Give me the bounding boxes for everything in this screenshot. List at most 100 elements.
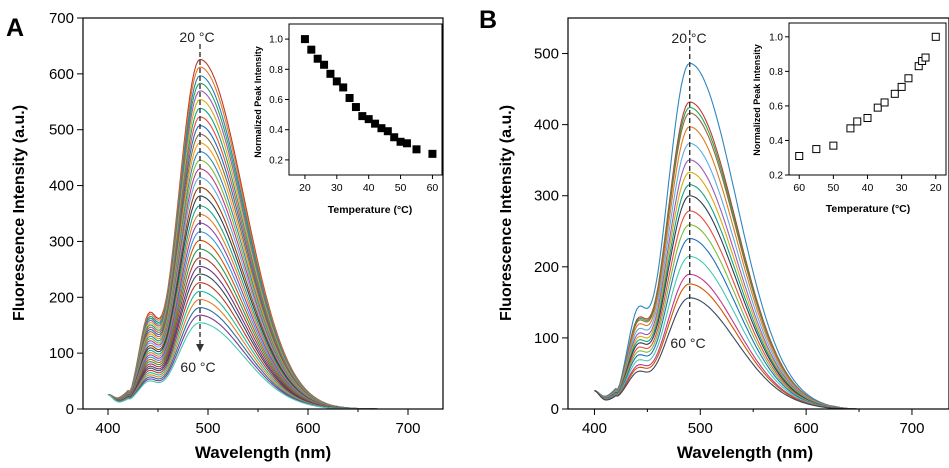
inset-x-tick-label-2: 30 <box>331 182 343 194</box>
inset-marker-11 <box>904 74 913 83</box>
inset-x-tick-label-1: 20 <box>299 182 311 194</box>
inset-marker-7 <box>873 103 882 112</box>
y-tick-label-2: 100 <box>49 345 74 362</box>
x-tick-label-1: 400 <box>95 420 120 437</box>
spectrum-curve-13 <box>107 159 388 410</box>
panel-a-inset-y-title: Normalized Peak Intensity <box>253 46 263 158</box>
y-tick-label-6: 500 <box>49 122 74 139</box>
panel-b-annotation-top: 20 °C <box>671 30 706 46</box>
panel-a-plot-frame <box>82 17 444 410</box>
inset-marker-3 <box>829 141 838 150</box>
inset-y-tick-label-2: 0.4 <box>269 125 283 136</box>
inset-x-tick-label-3: 40 <box>862 182 874 194</box>
inset-marker-11 <box>364 115 373 124</box>
y-tick-label-4: 300 <box>49 233 74 250</box>
inset-x-tick-label-1: 60 <box>793 182 805 194</box>
inset-x-tick-label-5: 60 <box>427 182 439 194</box>
x-tick-label-1: 400 <box>582 420 607 437</box>
y-tick-label-7: 600 <box>49 66 74 83</box>
inset-x-tick-label-4: 50 <box>395 182 407 194</box>
y-tick-label-5: 400 <box>534 117 559 134</box>
panel-a-y-axis-title: Fluorescence Intensity (a.u.) <box>11 105 28 321</box>
inset-x-tick-label-5: 20 <box>930 182 942 194</box>
inset-marker-8 <box>880 98 889 107</box>
inset-marker-14 <box>921 53 930 62</box>
inset-x-tick-label-2: 50 <box>828 182 840 194</box>
panel-b-y-ticks: 0 100 200 300 400 500 <box>534 46 568 418</box>
panel-b-inset-y-title: Normalized Peak Intensity <box>752 44 762 156</box>
inset-marker-1 <box>795 152 804 160</box>
x-tick-label-4: 700 <box>899 420 924 437</box>
panel-a-x-axis-title: Wavelength (nm) <box>195 443 331 462</box>
y-tick-label-6: 500 <box>534 46 559 63</box>
inset-marker-6 <box>332 77 341 86</box>
inset-marker-18 <box>412 145 421 154</box>
panel-b-annotation-bottom: 60 °C <box>670 335 705 351</box>
panel-a-x-ticks: 400 500 600 700 <box>95 409 421 437</box>
panel-a-label: A <box>6 14 24 42</box>
panel-a-inset-y-ticks: 0.2 0.4 0.6 0.8 1.0 <box>269 35 289 166</box>
inset-y-tick-label-2: 0.4 <box>769 136 783 147</box>
panel-b-inset-x-title: Temperature (°C) <box>826 203 911 215</box>
y-tick-label-5: 400 <box>49 178 74 195</box>
inset-x-tick-label-4: 30 <box>896 182 908 194</box>
inset-marker-14 <box>383 127 392 136</box>
panel-b-x-ticks: 400 500 600 700 <box>582 409 924 437</box>
inset-marker-19 <box>428 149 437 158</box>
x-tick-label-3: 600 <box>295 420 320 437</box>
inset-y-tick-label-5: 1.0 <box>769 32 783 43</box>
inset-marker-2 <box>812 145 821 154</box>
panel-a-inset: 20 30 40 50 60 0.2 0.4 0.6 0.8 1.0 Temperature (… <box>253 23 443 216</box>
inset-marker-15 <box>931 32 940 41</box>
inset-marker-8 <box>345 93 354 102</box>
panel-b: B 20 °C 60 °C 400 500 600 700 0100200300400… <box>479 6 949 462</box>
panel-b-plot-frame <box>567 17 949 410</box>
inset-x-tick-label-3: 40 <box>363 182 375 194</box>
panel-a: A 20 °C 60 °C 400 500 600 700 0100200300400… <box>6 10 444 462</box>
inset-marker-12 <box>371 119 380 128</box>
inset-marker-6 <box>863 114 872 122</box>
y-tick-label-3: 200 <box>49 289 74 306</box>
inset-marker-3 <box>313 54 322 63</box>
panel-b-x-axis-title: Wavelength (nm) <box>677 443 813 462</box>
inset-marker-9 <box>890 89 899 98</box>
x-tick-label-3: 600 <box>794 420 819 437</box>
spectrum-curve-11 <box>594 210 859 410</box>
panel-b-label: B <box>479 6 497 34</box>
panel-a-inset-x-title: Temperature (°C) <box>328 204 413 216</box>
inset-marker-9 <box>351 103 360 112</box>
panel-a-arrow-head <box>196 344 204 352</box>
y-tick-label-8: 700 <box>49 10 74 27</box>
inset-y-tick-label-1: 0.2 <box>769 171 783 182</box>
panel-a-annotation-top: 20 °C <box>179 29 214 45</box>
panel-a-inset-x-ticks: 20 30 40 50 60 <box>299 175 438 194</box>
inset-y-tick-label-4: 0.8 <box>269 65 283 76</box>
inset-marker-5 <box>853 117 862 126</box>
inset-y-tick-label-1: 0.2 <box>269 155 283 166</box>
y-tick-label-4: 300 <box>534 188 559 205</box>
x-tick-label-4: 700 <box>395 420 420 437</box>
y-tick-label-3: 200 <box>534 259 559 276</box>
y-tick-label-2: 100 <box>534 330 559 347</box>
inset-marker-4 <box>846 124 855 133</box>
panel-b-y-axis-title: Fluorescence Intensity (a.u.) <box>498 105 515 321</box>
panel-a-inset-markers <box>300 35 437 158</box>
panel-b-inset-y-ticks: 0.2 0.4 0.6 0.8 1.0 <box>769 32 789 182</box>
x-tick-label-2: 500 <box>195 420 220 437</box>
inset-marker-4 <box>320 60 329 69</box>
inset-marker-1 <box>300 35 309 44</box>
panel-a-curves <box>107 58 388 410</box>
panel-a-y-ticks: 0 100 200 300 400 500 600 700 <box>49 10 83 418</box>
panel-a-annotation-bottom: 60 °C <box>180 359 215 375</box>
inset-marker-10 <box>897 82 906 91</box>
inset-y-tick-label-3: 0.6 <box>269 95 283 106</box>
panel-b-inset: 60 50 40 30 20 0.2 0.4 0.6 0.8 1.0 Temperature (… <box>752 22 947 215</box>
spectrum-curve-9 <box>594 184 859 410</box>
y-tick-label-1: 0 <box>551 401 559 418</box>
inset-marker-7 <box>339 83 348 92</box>
panel-b-inset-markers <box>795 32 940 160</box>
panel-b-curves <box>594 62 860 410</box>
inset-marker-2 <box>307 45 316 54</box>
x-tick-label-2: 500 <box>688 420 713 437</box>
